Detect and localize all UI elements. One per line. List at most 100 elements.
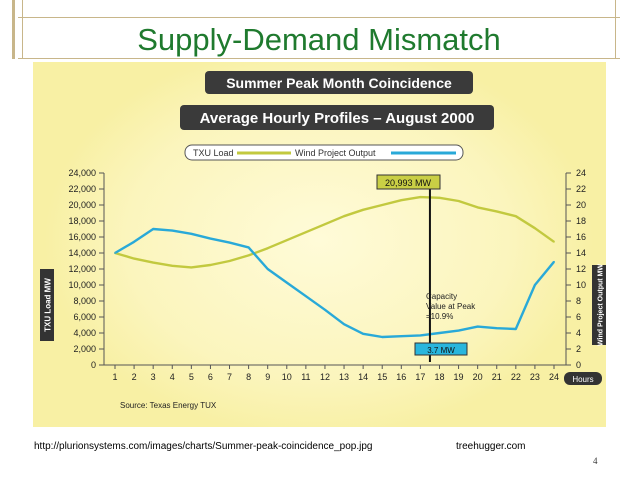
chart-subtitle: Average Hourly Profiles – August 2000 (200, 110, 475, 127)
txu-load-point (190, 266, 193, 269)
txu-load-point (324, 223, 326, 226)
txu-load-point (266, 247, 269, 250)
page-number: 4 (593, 456, 598, 466)
x-tick-label: 24 (549, 372, 559, 382)
min-label-bg (414, 342, 468, 356)
subtitle-banner (180, 105, 494, 130)
y-left-tick-label: 20,000 (68, 200, 96, 210)
txu-load-point (209, 264, 212, 266)
wind-output-point (228, 241, 231, 244)
wind-output-point (247, 246, 250, 249)
x-tick-label: 13 (339, 372, 349, 382)
y-left-ticks: 0 2,000 4,000 6,000 8,000 10,000 12,000 14,000 1… (68, 168, 104, 370)
title-banner (205, 71, 473, 94)
x-tick-label: 20 (473, 372, 483, 382)
chart-title: Summer Peak Month Coincidence (226, 75, 452, 91)
wind-output-point (266, 268, 269, 270)
chart: Summer Peak Month Coincidence Average Ho… (40, 62, 606, 427)
txu-load-point (534, 227, 536, 230)
x-tick-label: 1 (112, 372, 117, 382)
x-tick-label: 16 (396, 372, 406, 382)
txu-load-point (362, 208, 365, 211)
legend (184, 144, 464, 161)
decor-line-under-title (18, 58, 620, 59)
y-left-tick-label: 0 (91, 360, 96, 370)
txu-load-point (514, 215, 517, 218)
y-left-title-group: TXU Load MW (40, 269, 54, 341)
y-left-title-bg (40, 269, 54, 341)
y-left-tick-label: 12,000 (68, 264, 96, 274)
txu-load-point (133, 257, 135, 260)
x-tick-label: 9 (265, 372, 270, 382)
txu-load-point (495, 210, 498, 213)
x-tick-label: 19 (454, 372, 464, 382)
x-tick-label: 12 (320, 372, 330, 382)
y-left-tick-label: 4,000 (73, 328, 96, 338)
wind-output-point (362, 332, 365, 335)
x-title: Hours (572, 375, 593, 384)
txu-load-point (419, 196, 422, 198)
y-right-tick-label: 0 (576, 360, 581, 370)
wind-output-point (419, 334, 422, 337)
y-right-tick-label: 8 (576, 296, 581, 306)
legend-label-txu: TXU Load (193, 148, 234, 158)
x-tick-label: 2 (132, 372, 137, 382)
x-tick-label: 8 (246, 372, 251, 382)
wind-output-point (343, 323, 345, 326)
y-right-tick-label: 24 (576, 168, 586, 178)
wind-output-point (209, 237, 212, 240)
wind-output-point (534, 284, 536, 286)
y-right-tick-label: 10 (576, 280, 586, 290)
wind-output-point (171, 229, 174, 232)
txu-load-point (438, 196, 441, 199)
y-left-tick-label: 18,000 (68, 216, 96, 226)
txu-load-point (457, 200, 460, 202)
wind-output-point (553, 260, 555, 263)
decor-line-right (615, 0, 616, 59)
series-line-txu-load (114, 195, 555, 269)
x-tick-label: 5 (189, 372, 194, 382)
slide-title: Supply-Demand Mismatch (137, 22, 501, 57)
peak-label-bg (376, 174, 441, 190)
y-left-tick-label: 8,000 (73, 296, 96, 306)
txu-load-point (381, 204, 384, 206)
x-tick-label: 10 (282, 372, 292, 382)
decor-bar-left (12, 0, 15, 59)
wind-output-point (438, 332, 441, 334)
capacity-text-line-1: Capacity (426, 292, 457, 301)
txu-load-point (304, 231, 307, 234)
txu-load-point (152, 261, 155, 264)
wind-output-point (381, 336, 384, 338)
x-tick-label: 23 (530, 372, 540, 382)
wind-output-point (476, 325, 479, 328)
y-right-tick-label: 14 (576, 248, 586, 258)
wind-output-point (133, 240, 135, 243)
wind-output-point (304, 295, 307, 298)
x-tick-label: 4 (170, 372, 175, 382)
y-right-tick-label: 22 (576, 184, 586, 194)
y-left-tick-label: 16,000 (68, 232, 96, 242)
txu-load-point (553, 240, 555, 243)
wind-output-point (324, 308, 326, 311)
txu-load-point (228, 260, 231, 262)
x-tick-label: 6 (208, 372, 213, 382)
x-ticks: 1 2 3 4 5 6 7 8 9 10 11 12 13 14 15 16 17 18 19 20 21 22 23 24 (112, 365, 559, 382)
wind-output-point (400, 335, 403, 338)
x-tick-label: 3 (151, 372, 156, 382)
x-title-bg (564, 372, 602, 385)
txu-load-point (400, 199, 403, 202)
decor-line-top (18, 17, 620, 18)
series-line-wind-output (114, 227, 555, 339)
legend-label-wind: Wind Project Output (295, 148, 376, 158)
txu-load-point (476, 206, 479, 209)
wind-output-point (190, 232, 193, 235)
wind-output-point (514, 328, 517, 330)
x-tick-label: 17 (415, 372, 425, 382)
y-right-title: Wind Project Output MW (598, 264, 605, 346)
y-right-tick-label: 16 (576, 232, 586, 242)
x-tick-label: 18 (434, 372, 444, 382)
y-right-tick-label: 4 (576, 328, 581, 338)
x-tick-label: 21 (492, 372, 502, 382)
x-tick-label: 15 (377, 372, 387, 382)
